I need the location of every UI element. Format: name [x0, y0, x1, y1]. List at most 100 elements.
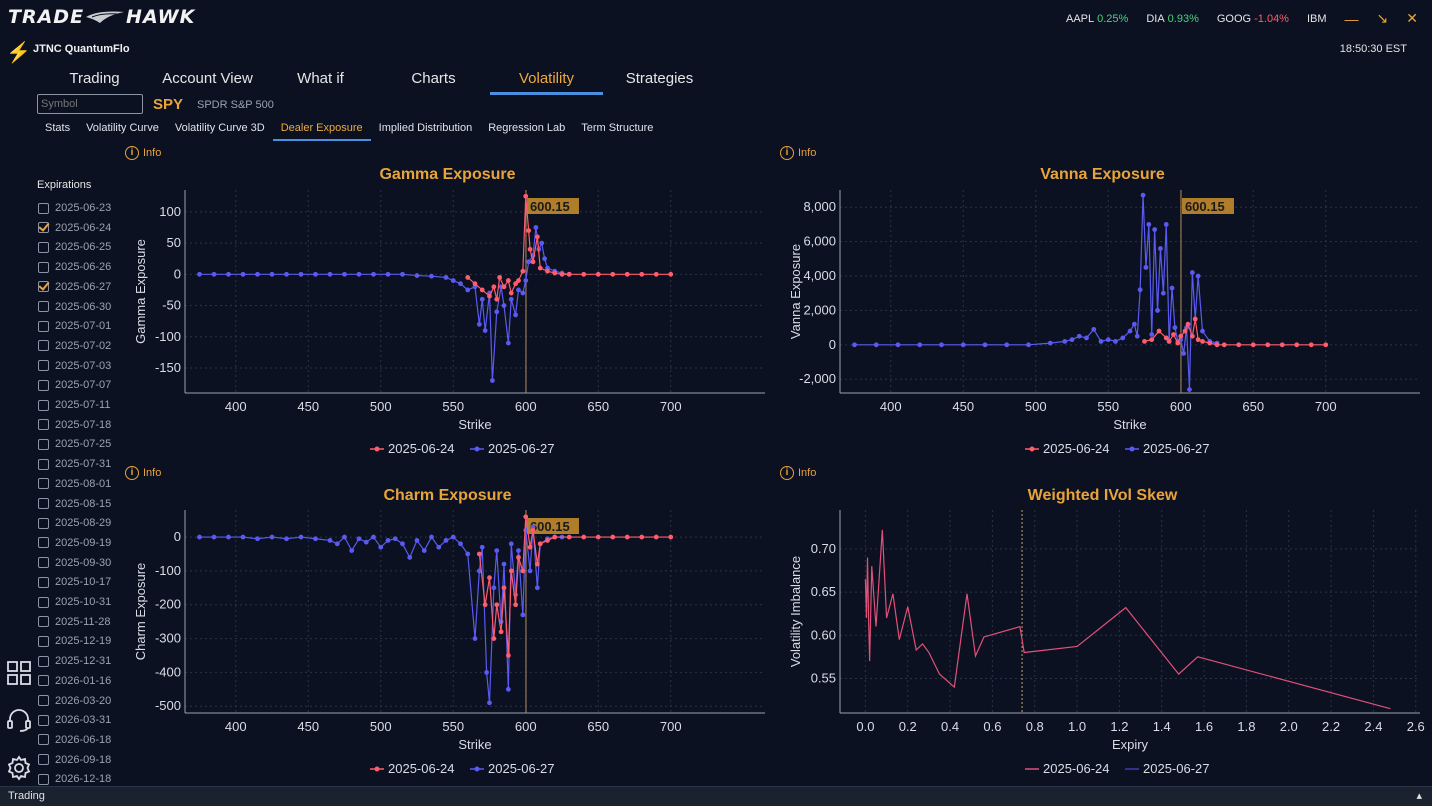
tab-volatility[interactable]: Volatility	[490, 64, 603, 95]
expiration-checkbox[interactable]	[38, 675, 49, 687]
expiration-checkbox[interactable]	[38, 458, 49, 470]
expiration-checkbox[interactable]	[38, 281, 49, 293]
symbol-input[interactable]	[37, 94, 143, 114]
expiration-checkbox[interactable]	[38, 202, 49, 214]
vanna-exposure-chart[interactable]: 400 450 500 550 600 650 700 -2,000 0 2,000 4,000 6,…	[780, 185, 1430, 465]
expiration-checkbox[interactable]	[38, 261, 49, 273]
expiration-checkbox[interactable]	[38, 438, 49, 450]
settings-gear-icon[interactable]	[6, 755, 32, 781]
legend-label[interactable]: 2025-06-24	[1043, 441, 1110, 456]
expiration-checkbox[interactable]	[38, 557, 49, 569]
skew-info-button[interactable]: i Info	[780, 466, 816, 480]
ticker-aapl[interactable]: AAPL 0.25%	[1066, 13, 1128, 25]
expiration-checkbox[interactable]	[38, 537, 49, 549]
charm-exposure-chart[interactable]: 400 450 500 550 600 650 700 -500 -400 -300 -200 -10…	[125, 505, 775, 785]
expiration-checkbox[interactable]	[38, 301, 49, 312]
expiration-checkbox[interactable]	[38, 498, 49, 509]
expiration-item[interactable]: 2026-06-18	[38, 732, 111, 748]
minimize-icon[interactable]: —	[1344, 10, 1359, 27]
subtab-volatility-curve[interactable]: Volatility Curve	[86, 122, 159, 134]
expiration-checkbox[interactable]	[38, 635, 49, 647]
expiration-checkbox[interactable]	[38, 340, 49, 352]
account-name[interactable]: JTNC QuantumFlo	[33, 43, 130, 55]
expiration-item[interactable]: 2025-07-01	[38, 318, 111, 334]
expiration-item[interactable]: 2025-07-31	[38, 456, 111, 472]
expiration-item[interactable]: 2025-09-30	[38, 555, 111, 571]
expiration-item[interactable]: 2025-07-18	[38, 417, 111, 433]
expiration-item[interactable]: 2026-03-20	[38, 693, 111, 709]
expiration-checkbox[interactable]	[38, 320, 49, 332]
expiration-checkbox[interactable]	[38, 576, 49, 588]
legend-label[interactable]: 2025-06-27	[488, 441, 555, 456]
legend-label[interactable]: 2025-06-24	[1043, 761, 1110, 776]
tab-what-if[interactable]: What if	[297, 70, 344, 87]
legend-label[interactable]: 2025-06-27	[488, 761, 555, 776]
ticker-ibm[interactable]: IBM	[1307, 13, 1327, 25]
expiration-item[interactable]: 2025-07-11	[38, 397, 110, 413]
tab-account-view[interactable]: Account View	[162, 70, 253, 87]
expiration-item[interactable]: 2025-07-07	[38, 377, 111, 393]
ticker-dia[interactable]: DIA 0.93%	[1146, 13, 1199, 25]
expiration-item[interactable]: 2026-03-31	[38, 712, 111, 728]
subtab-volatility-curve-3d[interactable]: Volatility Curve 3D	[174, 122, 265, 134]
expiration-checkbox[interactable]	[38, 241, 49, 253]
collapse-up-icon[interactable]: ▴	[1416, 790, 1422, 802]
grid-icon[interactable]	[6, 660, 32, 686]
expiration-item[interactable]: 2025-06-30	[38, 299, 111, 315]
expiration-checkbox[interactable]	[38, 517, 49, 529]
gamma-info-button[interactable]: i Info	[125, 146, 161, 160]
tab-trading[interactable]: Trading	[69, 70, 120, 87]
expiration-item[interactable]: 2025-08-01	[38, 476, 111, 492]
expiration-item[interactable]: 2025-10-31	[38, 594, 111, 610]
expiration-item[interactable]: 2025-06-25	[38, 239, 111, 255]
tab-charts[interactable]: Charts	[411, 70, 456, 87]
charm-info-button[interactable]: i Info	[125, 466, 161, 480]
expiration-checkbox[interactable]	[38, 360, 49, 372]
expiration-item[interactable]: 2025-07-02	[38, 338, 111, 354]
subtab-implied-distribution[interactable]: Implied Distribution	[378, 122, 473, 134]
expiration-item[interactable]: 2025-06-27	[38, 279, 111, 295]
tab-strategies[interactable]: Strategies	[625, 70, 694, 87]
expiration-item[interactable]: 2025-09-19	[38, 535, 111, 551]
close-icon[interactable]: ✕	[1406, 10, 1418, 26]
restore-icon[interactable]: ↘	[1376, 10, 1389, 26]
expiration-item[interactable]: 2025-06-24	[38, 220, 111, 236]
expiration-item[interactable]: 2025-06-23	[38, 200, 111, 216]
expiration-checkbox[interactable]	[38, 596, 49, 608]
subtab-term-structure[interactable]: Term Structure	[581, 122, 654, 134]
expiration-item[interactable]: 2025-12-31	[38, 653, 111, 669]
legend-label[interactable]: 2025-06-24	[388, 761, 455, 776]
expiration-item[interactable]: 2025-06-26	[38, 259, 111, 275]
expiration-checkbox[interactable]	[38, 222, 49, 234]
expiration-checkbox[interactable]	[38, 379, 49, 391]
expiration-checkbox[interactable]	[38, 655, 49, 667]
weighted-ivol-skew-chart[interactable]: 0.0 0.2 0.4 0.6 0.8 1.0 1.2 1.4 1.6 1.8 2.0 2.2 2.4 2…	[780, 505, 1430, 785]
expiration-checkbox[interactable]	[38, 695, 49, 706]
legend-label[interactable]: 2025-06-27	[1143, 441, 1210, 456]
legend-label[interactable]: 2025-06-24	[388, 441, 455, 456]
expiration-checkbox[interactable]	[38, 754, 49, 766]
subtab-regression-lab[interactable]: Regression Lab	[488, 122, 566, 134]
expiration-checkbox[interactable]	[38, 734, 49, 746]
expiration-item[interactable]: 2025-11-28	[38, 614, 110, 630]
expiration-item[interactable]: 2025-07-03	[38, 358, 111, 374]
expiration-checkbox[interactable]	[38, 399, 49, 411]
legend-label[interactable]: 2025-06-27	[1143, 761, 1210, 776]
subtab-stats[interactable]: Stats	[45, 122, 71, 134]
expiration-item[interactable]: 2026-09-18	[38, 752, 111, 768]
expiration-checkbox[interactable]	[38, 419, 49, 431]
expiration-item[interactable]: 2025-08-29	[38, 515, 111, 531]
expiration-item[interactable]: 2026-12-18	[38, 771, 111, 787]
headset-icon[interactable]	[6, 707, 32, 733]
expiration-item[interactable]: 2025-07-25	[38, 436, 111, 452]
ticker-goog[interactable]: GOOG -1.04%	[1217, 13, 1289, 25]
subtab-dealer-exposure[interactable]: Dealer Exposure	[272, 120, 371, 141]
expiration-item[interactable]: 2025-08-15	[38, 496, 111, 512]
expiration-item[interactable]: 2025-10-17	[38, 574, 111, 590]
expiration-item[interactable]: 2026-01-16	[38, 673, 111, 689]
expiration-checkbox[interactable]	[38, 478, 49, 490]
vanna-info-button[interactable]: i Info	[780, 146, 816, 160]
gamma-exposure-chart[interactable]: 400 450 500 550 600 650 700 -150 -100 -50 0 50 100 St…	[125, 185, 775, 465]
expiration-checkbox[interactable]	[38, 714, 49, 726]
expiration-checkbox[interactable]	[38, 773, 49, 785]
